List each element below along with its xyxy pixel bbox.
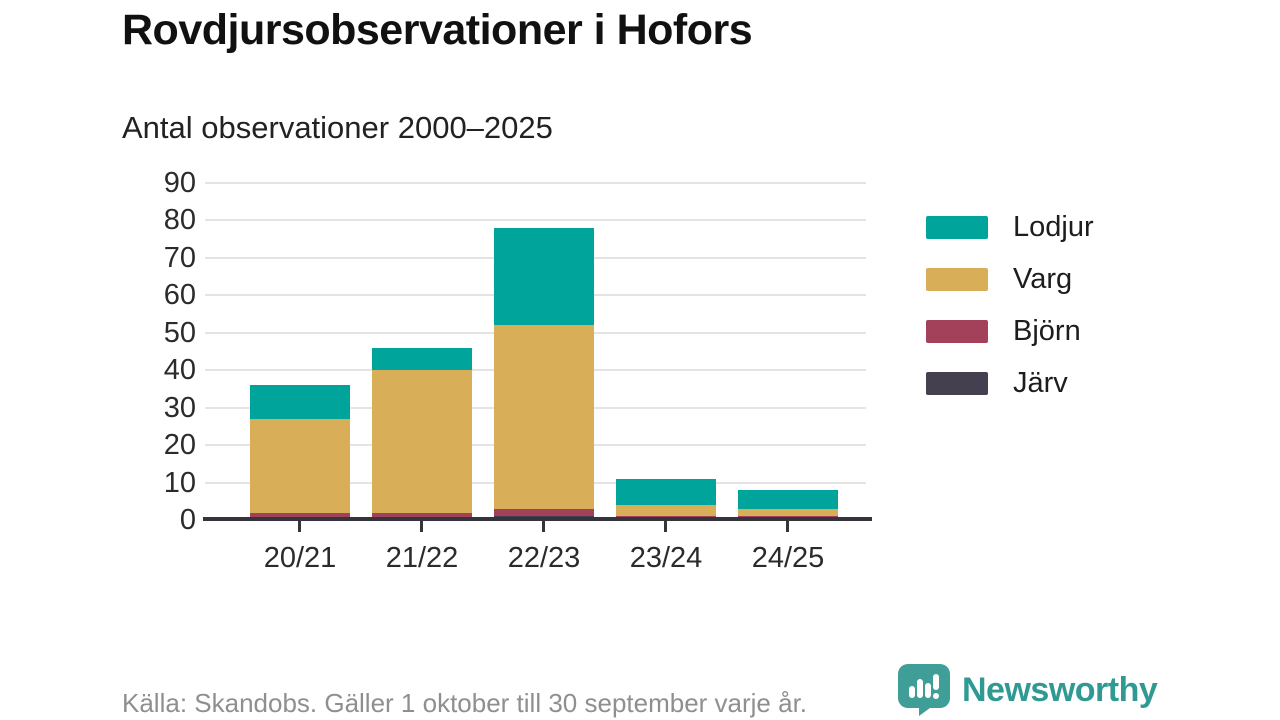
legend-swatch-icon bbox=[926, 268, 988, 291]
bar-segment bbox=[616, 505, 716, 516]
y-tick-label: 70 bbox=[163, 242, 196, 274]
newsworthy-logo: Newsworthy bbox=[898, 664, 1158, 716]
legend-label: Björn bbox=[1013, 315, 1081, 347]
legend-item: Varg bbox=[926, 265, 1094, 294]
chart-subtitle: Antal observationer 2000–2025 bbox=[122, 110, 553, 145]
x-tick-label: 24/25 bbox=[751, 542, 825, 574]
x-tick-label: 23/24 bbox=[629, 542, 703, 574]
bar-segment bbox=[372, 370, 472, 513]
y-tick-label: 0 bbox=[179, 504, 196, 536]
y-tick-label: 40 bbox=[163, 354, 196, 386]
legend-label: Varg bbox=[1013, 263, 1073, 295]
bar-segment bbox=[494, 228, 594, 325]
bar-segment bbox=[250, 513, 350, 520]
bar-segment bbox=[494, 325, 594, 509]
bar-segment bbox=[250, 385, 350, 419]
y-tick-label: 10 bbox=[163, 467, 196, 499]
y-tick-label: 20 bbox=[163, 429, 196, 461]
x-axis-tick bbox=[420, 521, 423, 532]
bar-segment bbox=[250, 419, 350, 513]
legend-item: Björn bbox=[926, 317, 1094, 346]
legend-swatch-icon bbox=[926, 216, 988, 239]
chart-legend: Lodjur Varg Björn Järv bbox=[926, 213, 1094, 421]
page-title: Rovdjursobservationer i Hofors bbox=[122, 6, 753, 54]
gridline bbox=[205, 182, 866, 184]
newsworthy-wordmark: Newsworthy bbox=[962, 670, 1158, 709]
bar-segment bbox=[738, 509, 838, 516]
y-tick-label: 60 bbox=[163, 279, 196, 311]
y-tick-label: 50 bbox=[163, 317, 196, 349]
x-tick-label: 20/21 bbox=[263, 542, 337, 574]
legend-label: Lodjur bbox=[1013, 211, 1094, 243]
x-axis-tick bbox=[664, 521, 667, 532]
legend-item: Lodjur bbox=[926, 213, 1094, 242]
bar-segment bbox=[372, 513, 472, 520]
source-note: Källa: Skandobs. Gäller 1 oktober till 3… bbox=[122, 688, 808, 718]
x-tick-label: 21/22 bbox=[385, 542, 459, 574]
bar-segment bbox=[372, 348, 472, 370]
bar-segment bbox=[738, 490, 838, 509]
x-axis-tick bbox=[786, 521, 789, 532]
x-axis-line bbox=[203, 517, 872, 521]
x-axis-tick bbox=[542, 521, 545, 532]
legend-swatch-icon bbox=[926, 320, 988, 343]
bar-segment bbox=[494, 509, 594, 516]
bar-segment bbox=[616, 479, 716, 505]
legend-item: Järv bbox=[926, 369, 1094, 398]
y-tick-label: 90 bbox=[163, 167, 196, 199]
legend-label: Järv bbox=[1013, 367, 1068, 399]
x-tick-label: 22/23 bbox=[507, 542, 581, 574]
y-tick-label: 30 bbox=[163, 392, 196, 424]
legend-swatch-icon bbox=[926, 372, 988, 395]
newsworthy-bubble-icon bbox=[898, 664, 950, 716]
x-axis-tick bbox=[298, 521, 301, 532]
y-tick-label: 80 bbox=[163, 204, 196, 236]
gridline bbox=[205, 219, 866, 221]
